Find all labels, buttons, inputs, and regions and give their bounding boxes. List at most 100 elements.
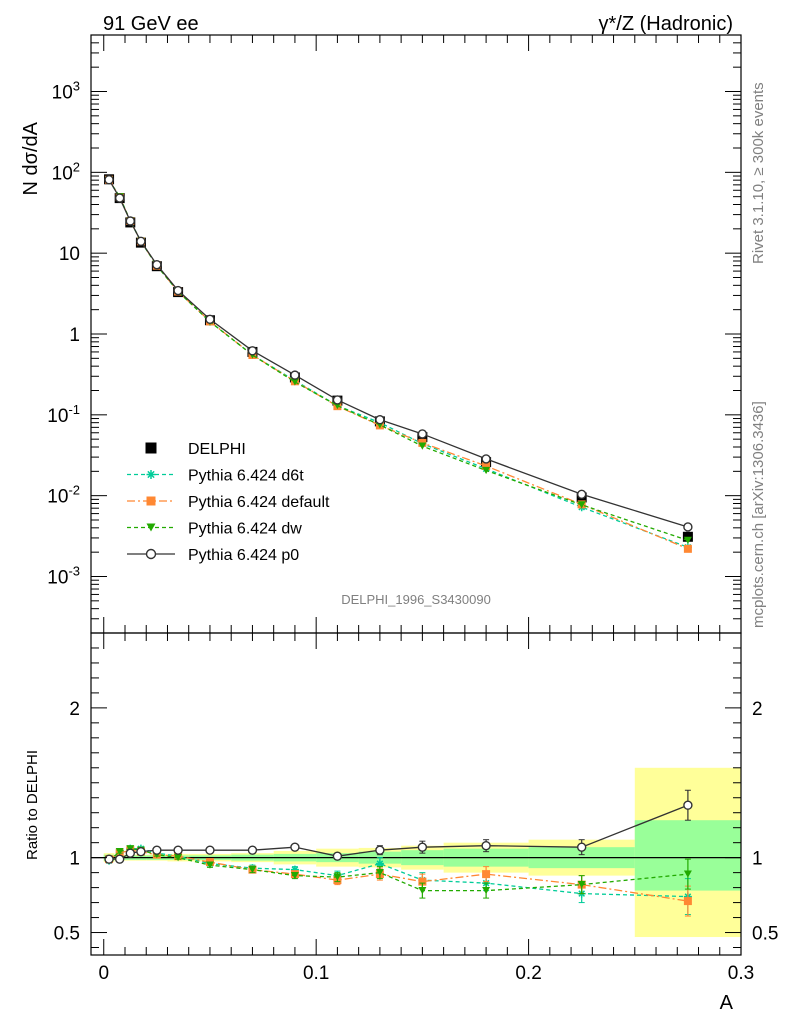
legend-marker <box>146 470 156 479</box>
ratio-point-p0 <box>125 848 135 858</box>
ratio-y-tick-label: 0.5 <box>54 924 80 945</box>
ratio-point-p0 <box>136 846 146 857</box>
legend: DELPHI Pythia 6.424 d6t Pythia 6.424 defau… <box>127 441 330 564</box>
main-y-axis-label: N dσ/dA <box>20 121 42 195</box>
ratio-point-p0 <box>683 800 693 810</box>
data-point-p0 <box>332 395 343 405</box>
ratio-y-tick-label-right: 2 <box>752 699 763 720</box>
legend-label: Pythia 6.424 default <box>188 494 330 511</box>
ratio-point-p0 <box>114 854 125 864</box>
ratio-point-p0 <box>104 854 114 864</box>
ratio-frame <box>90 632 742 956</box>
legend-marker <box>146 523 156 532</box>
legend-entry-default: Pythia 6.424 default <box>127 494 330 511</box>
legend-marker <box>145 548 157 560</box>
ratio-point-p0 <box>576 842 587 852</box>
legend-entry-data: DELPHI <box>145 441 246 458</box>
main-x-ticks <box>103 35 742 633</box>
x-tick-label: 0.2 <box>515 963 541 984</box>
ratio-y-tick-label-right: 1 <box>752 849 763 870</box>
ratio-point-p0 <box>417 842 428 852</box>
ratio-point-d6t <box>375 859 384 868</box>
y-tick-label: 10 <box>59 244 80 265</box>
ratio-point-p0 <box>375 845 385 855</box>
main-y-ticks <box>91 34 741 634</box>
y-tick-label: 10-1 <box>47 402 80 427</box>
ratio-x-ticks <box>103 633 742 955</box>
data-point-p0 <box>205 314 215 325</box>
y-tick-label: 1 <box>69 325 80 346</box>
ratio-y-tick-label: 2 <box>69 699 80 720</box>
data-point-p0 <box>683 522 693 532</box>
data-point-default <box>482 461 491 470</box>
ratio-panel: 0.5 0.5 1 1 2 2 0 0.1 0.2 0.3 <box>54 632 778 984</box>
ratio-point-dw <box>333 873 342 881</box>
legend-label: DELPHI <box>188 441 246 458</box>
ratio-point-dw <box>577 881 586 889</box>
series-line-dw <box>108 179 689 541</box>
data-point-dw <box>482 466 491 475</box>
main-panel: 10-3 10-2 10-1 1 10 102 103 <box>47 34 742 634</box>
x-tick-label: 0 <box>98 963 109 984</box>
data-point-p0 <box>173 285 183 296</box>
data-point-p0 <box>375 415 385 425</box>
data-point-p0 <box>104 175 114 185</box>
ratio-point-p0 <box>481 840 491 851</box>
data-point-p0 <box>125 216 135 226</box>
ratio-point-dw <box>115 848 124 856</box>
legend-entry-d6t: Pythia 6.424 d6t <box>127 468 304 485</box>
analysis-watermark: DELPHI_1996_S3430090 <box>341 592 491 607</box>
x-axis-label: A <box>720 992 734 1014</box>
data-point-p0 <box>114 193 125 203</box>
y-tick-label: 103 <box>52 79 80 104</box>
legend-entry-dw: Pythia 6.424 dw <box>127 521 302 538</box>
ratio-point-p0 <box>152 845 162 855</box>
ratio-y-tick-label: 1 <box>69 849 80 870</box>
data-point-p0 <box>247 346 258 356</box>
ratio-point-dw <box>418 887 427 895</box>
rivet-label: Rivet 3.1.10, ≥ 300k events <box>750 82 767 264</box>
data-point-p0 <box>576 489 587 499</box>
y-tick-label: 10-3 <box>47 563 80 588</box>
ratio-point-default <box>683 897 692 906</box>
ratio-point-default <box>418 877 427 886</box>
series-p0 <box>104 175 693 532</box>
mcplots-label: mcplots.cern.ch [arXiv:1306.3436] <box>750 401 767 628</box>
data-point-default <box>683 544 692 553</box>
ratio-y-tick-label-right: 0.5 <box>752 924 778 945</box>
ratio-point-dw <box>482 887 491 895</box>
ratio-point-p0 <box>332 851 343 861</box>
ratio-point-p0 <box>173 845 183 855</box>
ratio-point-dw <box>174 854 183 862</box>
header-right-label: γ*/Z (Hadronic) <box>599 13 733 35</box>
ratio-point-p0 <box>247 845 258 855</box>
ratio-point-dw <box>290 872 299 880</box>
ratio-point-dw <box>205 861 214 869</box>
data-point-p0 <box>290 370 300 380</box>
legend-label: Pythia 6.424 d6t <box>188 468 304 485</box>
data-point-dw <box>683 536 692 544</box>
legend-entry-p0: Pythia 6.424 p0 <box>127 547 299 564</box>
data-point-p0 <box>152 259 162 270</box>
legend-marker <box>146 496 156 506</box>
legend-label: Pythia 6.424 p0 <box>188 547 299 564</box>
header-left-label: 91 GeV ee <box>103 13 199 35</box>
ratio-series-p0 <box>104 789 693 864</box>
ratio-y-axis-label: Ratio to DELPHI <box>24 750 41 860</box>
data-point-dw <box>577 501 586 509</box>
legend-marker <box>145 442 157 454</box>
ratio-point-dw <box>248 866 257 874</box>
ratio-point-default <box>482 870 491 879</box>
data-point-p0 <box>136 236 146 247</box>
data-point-dw <box>290 378 299 386</box>
legend-label: Pythia 6.424 dw <box>188 521 302 538</box>
series-dw <box>105 176 692 544</box>
ratio-point-dw <box>683 870 692 878</box>
series-data <box>104 174 693 542</box>
ratio-point-p0 <box>290 842 300 852</box>
ratio-point-dw <box>375 869 384 877</box>
x-tick-label: 0.1 <box>303 963 329 984</box>
ratio-point-d6t <box>290 865 299 874</box>
data-point-p0 <box>417 429 428 439</box>
